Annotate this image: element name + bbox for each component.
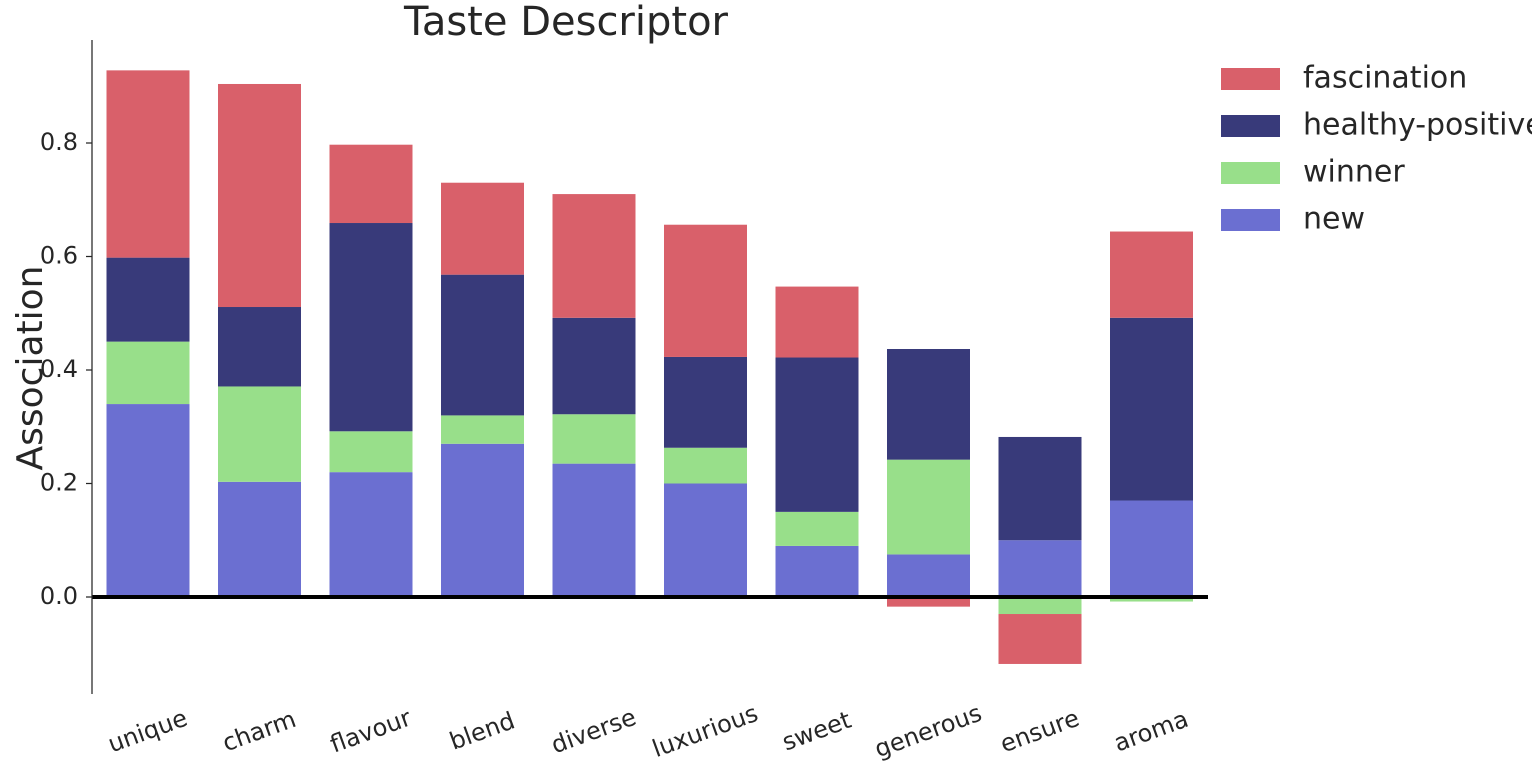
bar-aroma-winner <box>1110 597 1193 602</box>
bar-luxurious-healthy-positive <box>664 356 747 448</box>
bar-unique-healthy-positive <box>106 257 190 342</box>
y-axis: 0.0 0.2 0.4 0.6 0.8 <box>40 40 93 694</box>
x-tick-label-sweet: sweet <box>778 706 854 757</box>
x-axis: unique charm flavour blend diverse luxurious s… <box>104 699 1192 764</box>
bar-charm-healthy-positive <box>218 307 301 387</box>
legend-swatch-winner <box>1221 162 1280 184</box>
bar-sweet-healthy-positive <box>775 357 859 512</box>
x-tick-label-blend: blend <box>446 706 519 755</box>
legend-label-new: new <box>1303 202 1365 237</box>
x-tick-label-generous: generous <box>871 699 986 764</box>
bar-ensure-winner <box>998 597 1082 615</box>
legend: fascination healthy-positive winner new <box>1221 61 1532 237</box>
x-tick-label-aroma: aroma <box>1110 705 1192 758</box>
bar-diverse-fascination <box>552 194 636 318</box>
bar-flavour-winner <box>329 431 413 473</box>
legend-label-healthy-positive: healthy-positive <box>1303 108 1532 143</box>
legend-label-winner: winner <box>1303 155 1405 190</box>
bars <box>106 70 1193 664</box>
bar-ensure-new <box>998 540 1082 597</box>
legend-swatch-new <box>1221 209 1280 231</box>
legend-swatch-healthy-positive <box>1221 115 1280 137</box>
legend-swatch-fascination <box>1221 68 1280 90</box>
y-tick-label: 0.6 <box>40 242 78 270</box>
bar-sweet-fascination <box>775 286 859 358</box>
bar-charm-new <box>218 481 301 597</box>
bar-aroma-new <box>1110 500 1193 597</box>
bar-luxurious-new <box>664 483 747 597</box>
bar-ensure-fascination <box>998 614 1082 664</box>
y-tick-label: 0.2 <box>40 469 78 497</box>
bar-ensure-healthy-positive <box>998 436 1082 541</box>
bar-sweet-new <box>775 545 859 597</box>
x-tick-label-unique: unique <box>104 704 191 758</box>
bar-generous-new <box>887 554 970 597</box>
bar-generous-fascination <box>887 597 970 607</box>
bar-blend-healthy-positive <box>441 274 524 416</box>
x-tick-label-diverse: diverse <box>548 703 640 759</box>
bar-flavour-fascination <box>329 144 413 224</box>
bar-flavour-new <box>329 472 413 597</box>
bar-generous-winner <box>887 459 970 555</box>
bar-blend-fascination <box>441 182 524 275</box>
y-axis-label: Association <box>10 266 51 471</box>
chart-title: Taste Descriptor <box>403 0 729 45</box>
bar-diverse-healthy-positive <box>552 317 636 415</box>
bar-aroma-fascination <box>1110 231 1193 318</box>
bar-flavour-healthy-positive <box>329 223 413 432</box>
bar-unique-winner <box>106 341 190 405</box>
y-tick-label: 0.8 <box>40 128 78 156</box>
x-tick-label-ensure: ensure <box>996 704 1082 758</box>
bar-unique-fascination <box>106 70 190 258</box>
bar-diverse-new <box>552 463 636 597</box>
y-tick-label: 0.0 <box>40 582 78 610</box>
bar-aroma-healthy-positive <box>1110 317 1193 501</box>
bar-blend-winner <box>441 415 524 444</box>
bar-diverse-winner <box>552 414 636 464</box>
bar-generous-healthy-positive <box>887 349 970 460</box>
bar-blend-new <box>441 443 524 597</box>
bar-charm-winner <box>218 386 301 482</box>
bar-sweet-winner <box>775 511 859 546</box>
x-tick-label-luxurious: luxurious <box>649 699 762 763</box>
legend-label-fascination: fascination <box>1303 61 1467 96</box>
bar-charm-fascination <box>218 83 301 308</box>
y-tick-label: 0.4 <box>40 355 78 383</box>
bar-luxurious-winner <box>664 447 747 484</box>
bar-luxurious-fascination <box>664 224 747 357</box>
x-tick-label-flavour: flavour <box>326 704 414 759</box>
x-tick-label-charm: charm <box>219 705 300 757</box>
bar-unique-new <box>106 404 190 597</box>
